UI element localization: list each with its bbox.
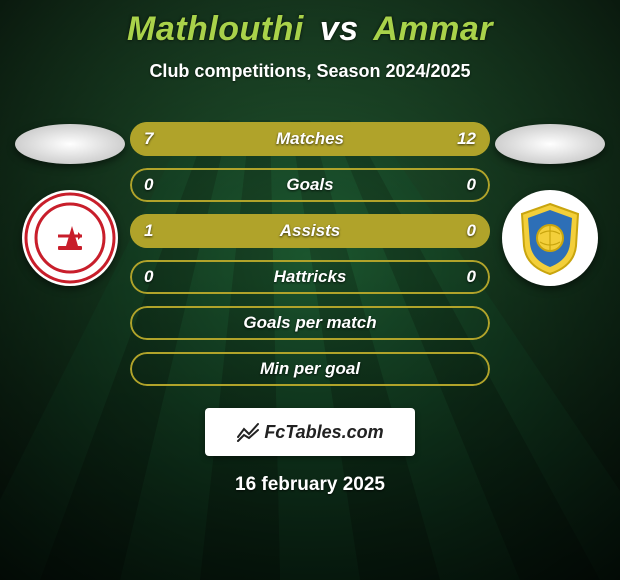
stat-row: 1 0 Assists (130, 214, 490, 248)
stat-value-right: 12 (457, 129, 476, 149)
stat-label: Min per goal (260, 359, 360, 379)
player1-avatar (15, 124, 125, 164)
stats-area: 7 12 Matches 0 0 Goals 1 0 Assists 0 0 Hattricks Goa… (0, 122, 620, 386)
player1-name: Mathlouthi (127, 10, 304, 48)
brand-chart-icon (236, 421, 260, 443)
subtitle: Club competitions, Season 2024/2025 (0, 61, 620, 82)
stat-label: Assists (280, 221, 340, 241)
stat-row: 0 0 Goals (130, 168, 490, 202)
brand-logo: FcTables.com (205, 408, 415, 456)
stat-value-right: 0 (467, 175, 476, 195)
stat-value-left: 0 (144, 175, 153, 195)
player2-avatar (495, 124, 605, 164)
player2-club-badge (502, 190, 598, 286)
stat-value-left: 7 (144, 129, 153, 149)
stat-label: Goals (286, 175, 333, 195)
left-player-column (10, 122, 130, 286)
stat-value-right: 0 (467, 267, 476, 287)
stat-row: 7 12 Matches (130, 122, 490, 156)
stat-row: Min per goal (130, 352, 490, 386)
stat-bars: 7 12 Matches 0 0 Goals 1 0 Assists 0 0 Hattricks Goa… (130, 122, 490, 386)
stat-label: Matches (276, 129, 344, 149)
stat-label: Hattricks (274, 267, 347, 287)
stat-row: Goals per match (130, 306, 490, 340)
stat-value-right: 0 (467, 221, 476, 241)
brand-text: FcTables.com (264, 422, 383, 443)
stat-value-left: 1 (144, 221, 153, 241)
comparison-title: Mathlouthi vs Ammar (0, 0, 620, 49)
comparison-date: 16 february 2025 (0, 474, 620, 496)
stat-row: 0 0 Hattricks (130, 260, 490, 294)
vs-text: vs (320, 10, 359, 48)
stat-value-left: 0 (144, 267, 153, 287)
player1-club-badge (22, 190, 118, 286)
player2-name: Ammar (373, 10, 493, 48)
right-player-column (490, 122, 610, 286)
stat-label: Goals per match (243, 313, 376, 333)
